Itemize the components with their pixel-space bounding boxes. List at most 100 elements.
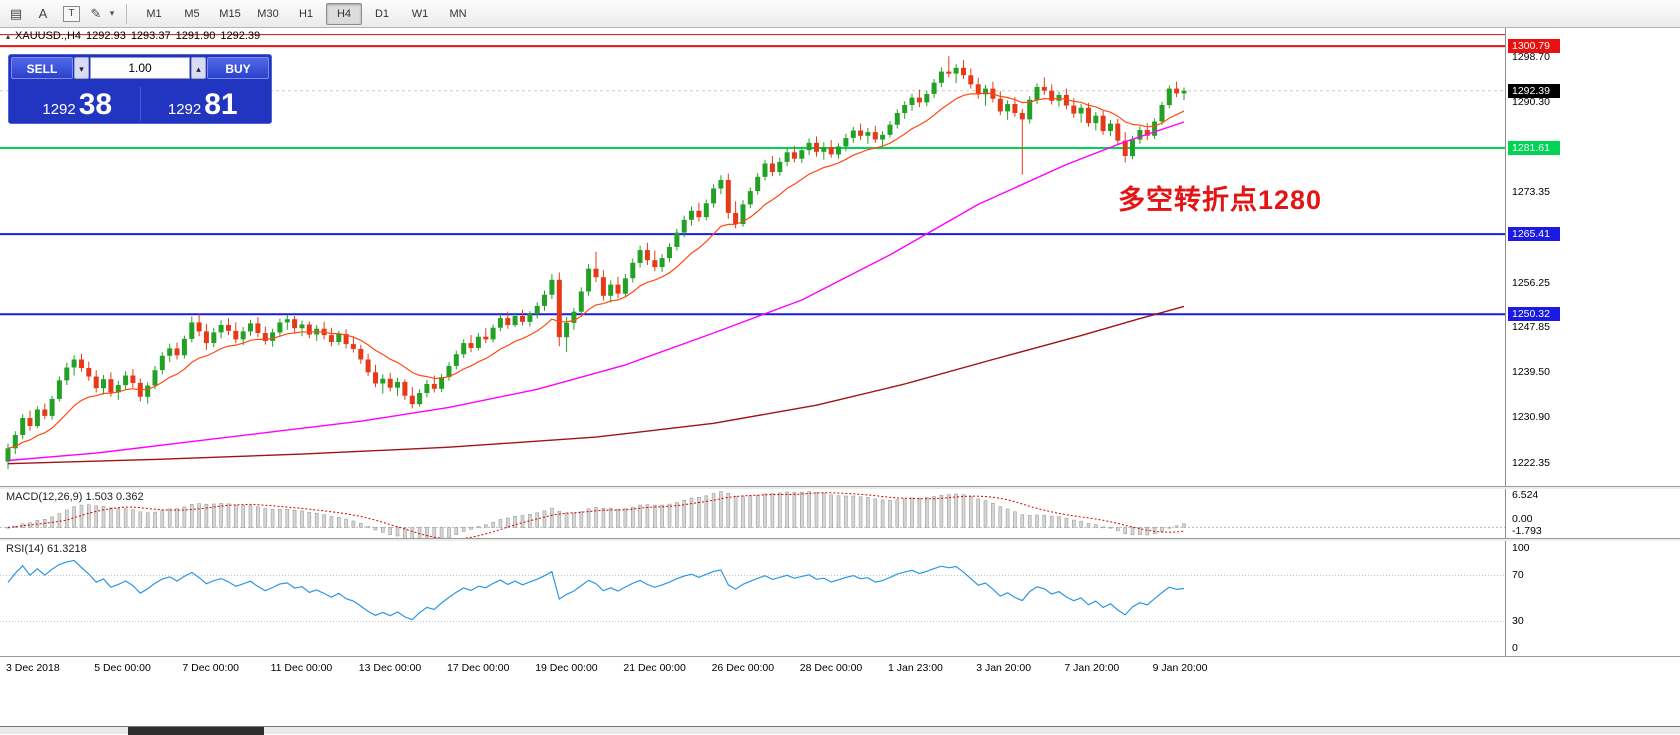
candle <box>1144 130 1150 136</box>
date-label: 7 Jan 20:00 <box>1064 662 1120 674</box>
timeframe-button-mn[interactable]: MN <box>449 7 467 20</box>
candle <box>93 376 99 389</box>
candle <box>328 335 334 342</box>
candle <box>674 232 680 247</box>
macd-bar <box>197 503 201 528</box>
candle <box>12 435 18 449</box>
macd-bar <box>491 521 495 528</box>
draw-tools-icon[interactable]: ✎ <box>90 5 102 21</box>
macd-signal-line <box>7 492 1185 540</box>
bottom-tab[interactable] <box>128 727 264 735</box>
date-label: 21 Dec 00:00 <box>623 662 686 674</box>
date-axis[interactable]: 3 Dec 2018 5 Dec 00:00 7 Dec 00:00 11 Dec 0… <box>0 656 1680 678</box>
macd-bar <box>395 527 400 537</box>
buy-button[interactable]: BUY <box>207 57 269 79</box>
macd-bar <box>697 497 701 528</box>
volume-down-stepper[interactable]: ▾ <box>74 57 89 79</box>
timeframe-button-h4[interactable]: H4 <box>326 2 362 25</box>
macd-bar <box>344 518 348 528</box>
macd-bar <box>608 507 613 528</box>
candle <box>791 152 797 159</box>
rsi-axis-0: 0 <box>1512 642 1518 654</box>
macd-bar <box>1013 511 1017 528</box>
macd-bar <box>961 494 966 528</box>
macd-bar <box>704 495 709 528</box>
pane-separator-rsi[interactable] <box>0 538 1680 541</box>
ask-price-small: 1292 <box>167 101 202 118</box>
candle <box>1078 107 1084 114</box>
candle <box>1108 123 1113 131</box>
candle <box>527 313 533 322</box>
macd-bar <box>123 508 128 528</box>
price-axis[interactable]: 1298.70 1290.30 1273.35 1256.25 1247.85 1239.… <box>1506 28 1680 486</box>
candle <box>417 393 423 405</box>
candle <box>909 97 915 105</box>
rsi-pane[interactable]: RSI(14) 61.3218 <box>0 541 1505 656</box>
macd-chart[interactable] <box>0 489 1505 542</box>
timeframe-button-m5[interactable]: M5 <box>184 7 200 20</box>
macd-bar <box>630 506 635 528</box>
macd-bar <box>366 526 370 528</box>
candle <box>299 324 305 329</box>
macd-bar <box>1086 523 1091 528</box>
candle <box>453 354 459 366</box>
candle <box>189 322 195 339</box>
chart-marker-icon: ▴ <box>6 32 11 41</box>
macd-bar <box>726 493 731 528</box>
price-chart-pane[interactable]: ▴ XAUUSD.,H4 1292.93 1293.37 1291.90 1292.39 … <box>0 28 1505 486</box>
macd-bar <box>476 526 481 528</box>
macd-bar <box>87 504 91 528</box>
candlestick-chart[interactable] <box>0 28 1505 486</box>
timeframe-button-h1[interactable]: H1 <box>298 7 314 20</box>
candle <box>42 409 48 416</box>
candle <box>961 67 966 76</box>
macd-bar <box>866 497 870 528</box>
macd-bar <box>153 511 157 528</box>
macd-bar <box>1057 516 1061 528</box>
timeframe-button-d1[interactable]: D1 <box>374 7 390 20</box>
grid-icon[interactable]: ▤ <box>9 5 23 21</box>
bid-ask-divider <box>139 87 141 121</box>
timeframe-button-m1[interactable]: M1 <box>146 7 162 20</box>
candle <box>1063 94 1069 106</box>
candle <box>270 332 276 341</box>
macd-bar <box>160 510 165 528</box>
candle <box>983 88 988 95</box>
text-label-icon[interactable]: A <box>38 6 48 21</box>
macd-bar <box>902 498 907 528</box>
candle <box>902 105 908 113</box>
timeframe-button-w1[interactable]: W1 <box>411 7 429 20</box>
rsi-chart[interactable] <box>0 541 1505 656</box>
candle <box>490 327 496 340</box>
candle <box>71 359 77 368</box>
price-badge: 1300.79 <box>1508 39 1560 54</box>
candle <box>49 398 55 416</box>
candle <box>79 359 84 368</box>
text-box-icon[interactable]: T <box>63 5 80 22</box>
candle <box>733 212 739 225</box>
macd-bar <box>770 493 775 528</box>
macd-bar <box>873 498 878 528</box>
volume-up-stepper[interactable]: ▴ <box>191 57 206 79</box>
candle <box>203 331 209 344</box>
macd-axis-max: 6.524 <box>1512 489 1539 501</box>
timeframe-button-m15[interactable]: M15 <box>219 7 241 20</box>
macd-bar <box>564 512 569 528</box>
timeframe-button-m30[interactable]: M30 <box>257 7 279 20</box>
macd-bar <box>1020 514 1025 528</box>
candle <box>159 355 165 371</box>
price-axis-border <box>1505 28 1506 678</box>
dropdown-caret-icon[interactable]: ▾ <box>109 8 115 18</box>
pane-separator-macd[interactable] <box>0 486 1680 489</box>
candle <box>586 268 592 292</box>
candle <box>1100 115 1106 132</box>
candle <box>336 334 342 342</box>
sell-button[interactable]: SELL <box>11 57 73 79</box>
volume-input[interactable] <box>90 57 190 79</box>
candle <box>659 258 665 268</box>
macd-pane[interactable]: MACD(12,26,9) 1.503 0.362 <box>0 489 1505 542</box>
macd-bar <box>138 511 143 528</box>
candle <box>365 359 371 373</box>
macd-bar <box>924 497 929 528</box>
